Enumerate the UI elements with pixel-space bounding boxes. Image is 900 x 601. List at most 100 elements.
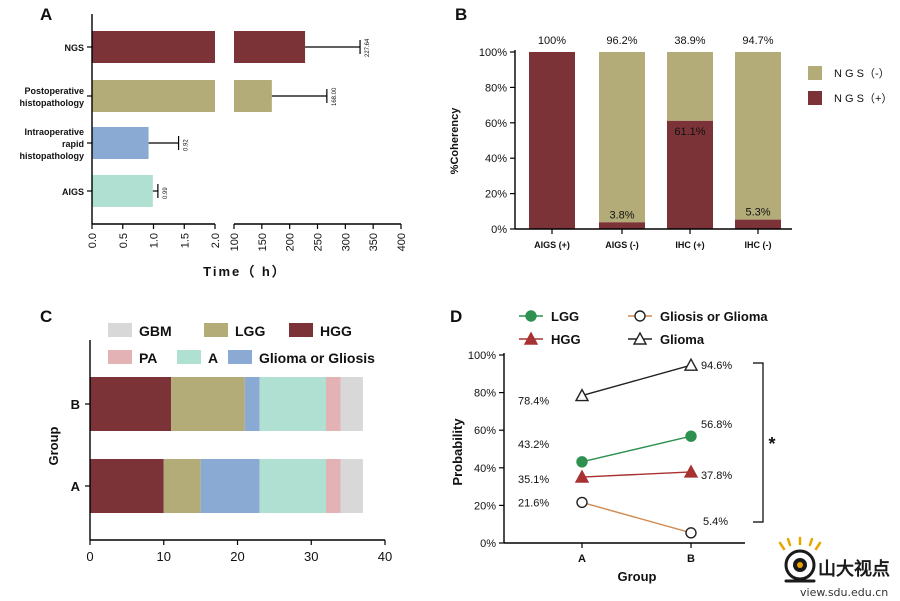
y-tick-label-b: 60% [485,118,507,130]
y-tick-label-d: 100% [468,350,496,362]
legend-c-swatch [228,350,252,364]
point-d-label: 78.4% [518,396,549,408]
x-tick-label-c: 30 [304,549,318,564]
bar-c-segment-pa [326,377,341,431]
significance-bracket [753,362,764,523]
point-d [683,464,699,478]
point-d [576,456,588,468]
x-tick-label-b: IHC (+) [675,240,704,250]
line-d-series [581,471,692,478]
bar-b-top-label: 94.7% [742,35,773,47]
legend-d-label: HGG [551,332,581,347]
line-d-series [581,501,692,534]
bar-b-inner-label: 5.3% [745,207,770,219]
bar-a-category-label: histopathology [20,151,85,161]
legend-c-swatch [108,323,132,337]
bar-b-ngs-positive [667,120,713,229]
x-tick-label-a: 400 [396,233,408,251]
legend-c-label: PA [139,350,157,366]
y-tick-label-b: 80% [485,82,507,94]
x-tick-label-c: 40 [378,549,392,564]
panel-b-ylabel: %Coherency [449,107,461,175]
x-tick-label-a: 250 [313,233,325,251]
bar-a-category-label: Intraoperative [24,127,84,137]
bar-c-segment-lgg [171,377,245,431]
point-d [683,357,699,371]
legend-c-swatch [108,350,132,364]
bar-a-value-label: 0.92 [184,139,190,151]
y-tick-label-b: 100% [479,47,507,59]
bar-a-left-segment [92,31,215,63]
bar-a-value-label: 168.00 [332,87,338,106]
bar-b-ngs-negative [667,52,713,121]
bar-c-segment-hgg [90,459,164,513]
point-d [574,469,590,483]
point-d-label: 37.8% [701,470,732,482]
legend-c-label: Glioma or Gliosis [259,350,375,366]
bar-b-inner-label: 3.8% [609,209,634,221]
bar-a [92,127,149,159]
bar-c-segment-lgg [163,459,201,513]
bar-b-ngs-positive [599,222,645,229]
x-tick-label-a: 1.0 [149,233,161,248]
panel-c: C GBM LGG HGG PA A Glioma or Gliosis B A 0 10 20 3… [40,307,392,564]
watermark-url: view.sdu.edu.cn [800,586,888,599]
point-d [574,388,590,402]
bar-a-category-label: histopathology [20,98,85,108]
legend-d-marker [632,331,648,345]
y-tick-label-d: 40% [474,463,496,475]
legend-c-swatch [289,323,313,337]
bar-a-right-segment [234,31,306,63]
panel-b: B 100% 96.2% 3.8% 38.9% 61.1% 94.7% 5.3% AIGS … [449,5,892,250]
y-tick-label-c: B [71,397,80,412]
bar-a-value-label: 227.64 [365,38,371,57]
panel-a-xlabel: Time（ h） [203,264,287,279]
bar-a [92,175,153,207]
y-tick-label-c: A [71,479,81,494]
bar-c-segment-glioma-or-gliosis [244,377,260,431]
point-d-label: 5.4% [703,516,728,528]
x-tick-label-b: AIGS (+) [534,240,570,250]
bar-a-category-label: AIGS [62,187,84,197]
panel-d-ylabel: Probability [450,418,465,486]
legend-b-label: N G S（+） [834,92,892,105]
x-tick-label-a: 300 [340,233,352,251]
point-d-label: 21.6% [518,497,549,509]
legend-d-label: Glioma [660,332,705,347]
point-d [576,496,588,509]
x-tick-label-c: 0 [86,549,93,564]
bar-a-category-label: rapid [62,139,84,149]
point-d-label: 35.1% [518,474,549,486]
y-tick-label-d: 0% [480,538,496,550]
watermark-brand: 山大视点 [818,558,890,580]
bar-c-segment-pa [326,459,341,513]
legend-b-swatch [808,91,822,105]
panel-c-letter: C [40,307,52,326]
legend-c-swatch [177,350,201,364]
bar-c-segment-gbm [340,459,363,513]
significance-marker: * [768,434,775,454]
legend-c-label: HGG [320,323,352,339]
x-tick-label-a: 1.5 [179,233,191,248]
bar-a-category-label: Postoperative [24,86,84,96]
bar-c-segment-gbm [340,377,363,431]
bar-b-inner-label: 61.1% [674,126,705,138]
legend-c-label: LGG [235,323,265,339]
legend-c-label: GBM [139,323,172,339]
bar-a-left-segment [92,80,215,112]
legend-d-label: Gliosis or Glioma [660,309,768,324]
watermark: 山大视点 view.sdu.edu.cn [778,536,890,599]
bar-b-top-label: 96.2% [606,35,637,47]
bar-b-ngs-positive [529,52,575,229]
panel-c-ylabel: Group [46,426,61,465]
panel-d-letter: D [450,307,462,326]
x-tick-label-a: 2.0 [210,233,222,248]
panel-d-xlabel: Group [618,569,657,584]
legend-d-label: LGG [551,309,579,324]
bar-b-ngs-negative [735,52,781,220]
legend-b-label: N G S（-） [834,67,890,80]
bar-b-ngs-positive [735,219,781,229]
panel-a: A 227.64 NGS 168.00 Postoperative histopatho… [20,5,409,279]
x-tick-label-a: 0.5 [118,233,130,248]
y-tick-label-b: 20% [485,189,507,201]
